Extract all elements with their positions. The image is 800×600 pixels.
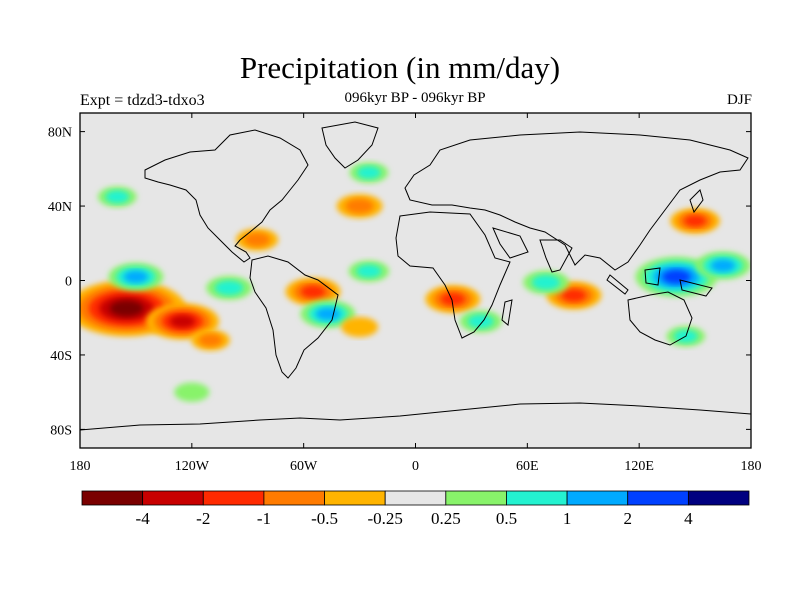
coastline-greenland xyxy=(321,121,379,169)
contour-level xyxy=(345,198,374,214)
anomaly-north-atlantic-wet xyxy=(349,162,389,184)
colorbar-label: -0.5 xyxy=(311,509,338,528)
anomaly-east-pacific-wet xyxy=(206,275,253,300)
coastline-india xyxy=(539,239,573,273)
anomaly-north-atlantic-dry xyxy=(336,194,383,219)
colorbar: -4 -2 -1 -0.5 -0.25 0.25 0.5 1 2 4 xyxy=(81,490,750,528)
colorbar-label: 2 xyxy=(623,509,632,528)
anomaly-southern-ocean-wet xyxy=(174,382,210,402)
colorbar-swatch xyxy=(627,490,689,506)
contour-level xyxy=(123,270,149,283)
contour-level xyxy=(467,314,494,329)
contour-level xyxy=(198,333,223,347)
contour-level xyxy=(357,166,381,180)
season-label: DJF xyxy=(726,92,752,108)
anomaly-amazon-dry xyxy=(285,277,341,306)
contour-level xyxy=(315,307,341,321)
coastline-sumatra xyxy=(606,274,629,295)
anomaly-south-pacific-spcz-dry xyxy=(146,303,219,340)
colorbar-swatch xyxy=(202,490,265,506)
contour-level xyxy=(109,300,144,317)
contour-level xyxy=(710,259,736,272)
contour-level xyxy=(105,190,130,204)
colorbar-swatch xyxy=(687,490,750,506)
anomaly-equatorial-pacific-wet xyxy=(108,262,164,291)
experiment-label: Expt = tdzd3-tdxo3 xyxy=(80,92,205,109)
contour-level xyxy=(440,292,465,306)
colorbar-label: 0.25 xyxy=(431,509,461,528)
colorbar-label: 1 xyxy=(563,509,572,528)
colorbar-swatch xyxy=(506,490,568,506)
colorbar-swatch xyxy=(566,490,629,506)
x-tick-label: 0 xyxy=(412,459,419,474)
contour-level xyxy=(169,315,196,328)
coastline-north-america xyxy=(144,129,309,263)
y-tick-label: 40S xyxy=(50,349,72,364)
anomaly-south-pacific-outer-dry xyxy=(191,329,230,351)
anomaly-west-pacific-wet xyxy=(695,251,751,280)
contour-level xyxy=(174,382,210,402)
colorbar-swatch xyxy=(384,490,447,506)
x-tick-label: 180 xyxy=(741,459,762,474)
colorbar-label: 0.5 xyxy=(496,509,517,528)
contour-level xyxy=(356,264,382,278)
colorbar-swatch xyxy=(142,490,204,506)
colorbar-swatch xyxy=(263,490,325,506)
y-tick-label: 80N xyxy=(48,126,72,141)
coastline-madagascar xyxy=(501,299,513,326)
colorbar-swatch xyxy=(324,490,386,506)
chart-title: Precipitation (in mm/day) xyxy=(239,50,561,85)
contour-level xyxy=(684,215,707,227)
coastline-borneo xyxy=(644,267,661,286)
colorbar-label: -4 xyxy=(136,509,151,528)
coastline-eurasia xyxy=(404,131,749,271)
coastline-australia xyxy=(627,291,693,346)
contour-level xyxy=(214,280,244,296)
coastline-south-america xyxy=(249,255,339,379)
colorbar-label: -0.25 xyxy=(367,509,402,528)
coastline-arabia xyxy=(492,227,529,259)
anomaly-central-africa-dry xyxy=(425,285,481,314)
colorbar-label: 4 xyxy=(684,509,693,528)
anomaly-field xyxy=(80,162,751,402)
anomaly-north-west-pacific-dry xyxy=(670,208,720,234)
contour-level xyxy=(662,269,691,284)
coastline-africa xyxy=(395,211,511,339)
contour-level xyxy=(300,285,326,298)
anomaly-gulf-of-mexico-dry xyxy=(235,228,279,251)
chart-subtitle: 096kyr BP - 096kyr BP xyxy=(344,90,486,106)
colorbar-label: -1 xyxy=(257,509,271,528)
anomaly-atlantic-itcz-wet xyxy=(348,260,390,283)
coastlines xyxy=(80,121,751,431)
axes: 180 120W 60W 0 60E 120E 180 80N 40N 0 40S 80S xyxy=(48,113,762,474)
colorbar-swatch xyxy=(81,490,144,506)
x-tick-label: 120E xyxy=(624,459,654,474)
colorbar-swatch xyxy=(445,490,507,506)
y-tick-label: 40N xyxy=(48,200,72,215)
contour-level xyxy=(244,232,271,247)
y-tick-label: 80S xyxy=(50,423,72,438)
contour-level xyxy=(531,275,561,290)
x-tick-label: 120W xyxy=(175,459,210,474)
y-tick-label: 0 xyxy=(65,275,72,290)
coastline-antarctica xyxy=(80,402,751,431)
x-tick-label: 60E xyxy=(516,459,539,474)
contour-level xyxy=(341,317,379,337)
coastline-japan xyxy=(689,189,704,214)
colorbar-label: -2 xyxy=(196,509,210,528)
x-tick-label: 60W xyxy=(290,459,318,474)
anomaly-equatorial-indian-wet xyxy=(523,270,569,295)
contour-level xyxy=(561,289,587,302)
anomaly-north-pacific-wet xyxy=(97,186,137,208)
anomaly-southeast-africa-wet xyxy=(459,310,502,333)
anomaly-south-atlantic-dry xyxy=(341,317,379,337)
coastline-new-guinea xyxy=(679,279,713,297)
x-tick-label: 180 xyxy=(70,459,91,474)
